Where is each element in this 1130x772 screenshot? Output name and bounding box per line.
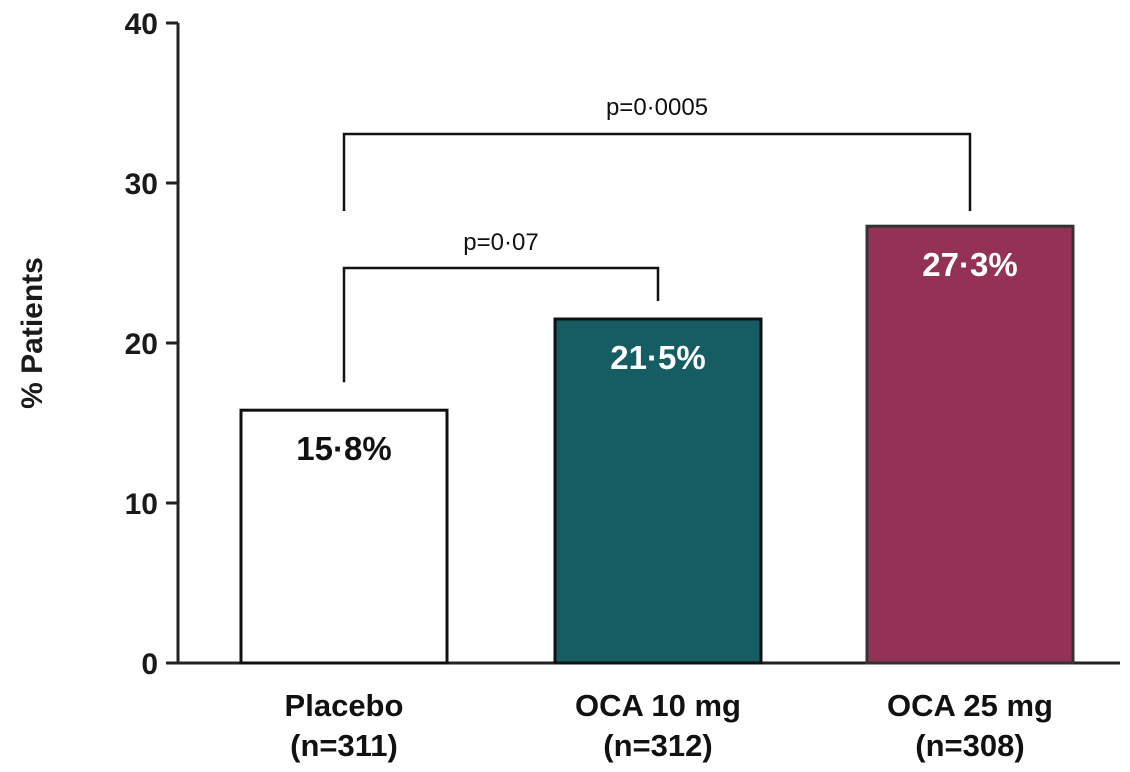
- bar: [865, 224, 1075, 665]
- category-n-label: (n=308): [915, 728, 1024, 763]
- p-value-label: p=0·0005: [606, 94, 708, 121]
- bar: [239, 408, 449, 665]
- bar-data-label: 27·3%: [922, 246, 1017, 283]
- bar-data-label: 21·5%: [610, 339, 705, 376]
- bar-data-label: 15·8%: [296, 430, 391, 467]
- category-n-label: (n=312): [603, 728, 712, 763]
- p-value-label: p=0·07: [463, 229, 538, 256]
- y-tick-label: 40: [125, 8, 158, 41]
- bracket-line: [342, 266, 660, 383]
- y-tick-label: 30: [125, 168, 158, 201]
- category-label: Placebo: [285, 688, 404, 723]
- bracket-line: [342, 132, 972, 211]
- y-tick-label: 0: [141, 648, 158, 681]
- category-label: OCA 25 mg: [887, 688, 1053, 723]
- bar: [553, 317, 763, 665]
- significance-brackets: p=0·07 p=0·0005: [342, 94, 972, 383]
- bars: 15·8% Placebo (n=311) 21·5% OCA 10 mg (n=312)…: [239, 224, 1075, 763]
- y-tick-label: 10: [125, 488, 158, 521]
- y-tick-label: 20: [125, 328, 158, 361]
- y-axis-label: % Patients: [16, 257, 49, 409]
- category-label: OCA 10 mg: [575, 688, 741, 723]
- category-n-label: (n=311): [290, 728, 398, 763]
